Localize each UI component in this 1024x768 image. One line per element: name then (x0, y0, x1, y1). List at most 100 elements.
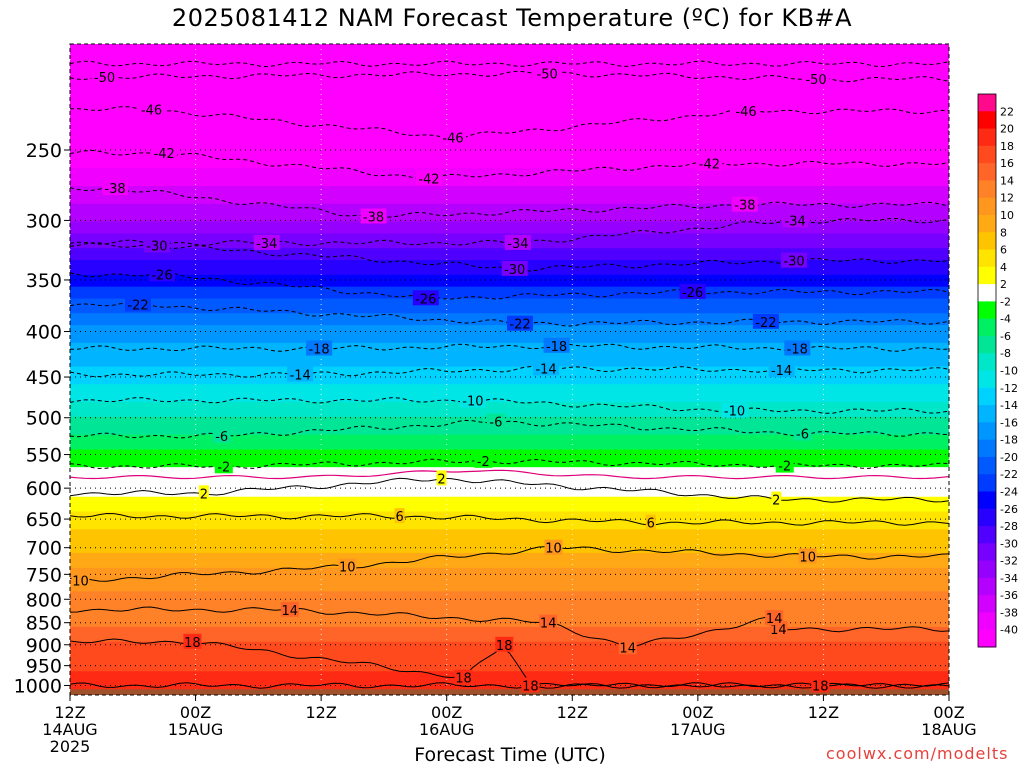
contour-label: 18 (522, 680, 539, 695)
temperature-band (70, 177, 949, 181)
contour-label: 10 (72, 575, 89, 590)
colorbar-swatch (978, 111, 996, 130)
temperature-band (70, 129, 949, 134)
contour-label: -22 (127, 299, 148, 314)
temperature-band (70, 280, 949, 285)
temperature-band (70, 502, 949, 507)
temperature-band (70, 629, 949, 634)
colorbar-label: -18 (1000, 434, 1018, 447)
colorbar-frame (977, 93, 997, 648)
temperature-band (70, 416, 949, 421)
contour-label-bg (645, 514, 656, 530)
contour-label: 18 (496, 639, 513, 654)
contour-label: -46 (442, 131, 463, 146)
colorbar-label: -28 (1000, 520, 1018, 533)
temperature-band (70, 313, 949, 317)
contour-label-bg (803, 71, 830, 86)
isotherm-line (70, 106, 949, 140)
colorbar-label: -26 (1000, 503, 1018, 516)
temperature-band (70, 632, 949, 637)
temperature-band (70, 473, 949, 477)
temperature-band (70, 405, 949, 409)
temperature-band (70, 186, 949, 190)
contour-label: -38 (734, 199, 755, 214)
temperature-band (70, 138, 949, 143)
temperature-band (70, 156, 949, 161)
contour-label-bg (733, 103, 759, 118)
temperature-band (70, 88, 949, 92)
temperature-band (70, 449, 949, 453)
time-tick-label: 18AUG (921, 720, 976, 739)
temperature-band (70, 600, 949, 604)
ground-strip (70, 689, 949, 695)
contour-label-bg (618, 639, 637, 655)
contour-label: -50 (94, 71, 115, 86)
temperature-band (70, 659, 949, 664)
colorbar-label: -14 (1000, 399, 1018, 412)
colorbar-label: 6 (1000, 244, 1007, 257)
time-tick-label: 17AUG (670, 720, 725, 739)
time-tick-label: 2025 (50, 737, 91, 756)
colorbar-label: -8 (1000, 347, 1011, 360)
temperature-band (70, 402, 949, 406)
temperature-band (70, 150, 949, 155)
temperature-band (70, 517, 949, 522)
contour-label-bg (198, 485, 209, 501)
temperature-band (70, 351, 949, 356)
contour-label: 2 (772, 494, 780, 509)
colorbar-swatch (978, 214, 996, 233)
contour-label: -50 (537, 67, 558, 82)
contour-label-bg (149, 266, 176, 282)
temperature-band (70, 218, 949, 223)
colorbar-label: 10 (1000, 209, 1014, 222)
credit-link[interactable]: coolwx.com/modelts (826, 744, 1009, 763)
contour-label-bg (798, 548, 817, 564)
temperature-band (70, 277, 949, 282)
temperature-band (70, 165, 949, 169)
temperature-band (70, 100, 949, 104)
temperature-band (70, 588, 949, 593)
temperature-band (70, 526, 949, 530)
contour-label-bg (183, 633, 202, 649)
time-tick-label: 12Z (54, 703, 85, 722)
contour-label: 10 (799, 550, 816, 565)
contour-label: -18 (546, 340, 567, 355)
temperature-band (70, 191, 949, 196)
temperature-band (70, 283, 949, 288)
colorbar-label: -2 (1000, 295, 1011, 308)
temperature-band (70, 348, 949, 353)
colorbar-swatch (978, 491, 996, 510)
temperature-band (70, 97, 949, 101)
contour-label-bg (507, 315, 533, 331)
temperature-band (70, 76, 949, 81)
pressure-tick-label: 500 (26, 408, 62, 430)
temperature-band (70, 458, 949, 462)
temperature-band (70, 289, 949, 294)
contour-label-bg (394, 508, 405, 524)
temperature-band (70, 224, 949, 229)
temperature-band (70, 446, 949, 450)
contour-label-bg (696, 155, 723, 171)
contour-label-bg (287, 366, 314, 382)
colorbar-swatch (978, 508, 996, 527)
temperature-band (70, 120, 949, 125)
colorbar-label: -40 (1000, 624, 1018, 637)
temperature-band (70, 493, 949, 498)
temperature-band (70, 671, 949, 675)
contour-label: 18 (184, 636, 201, 651)
temperature-band (70, 174, 949, 178)
isotherm-line (70, 271, 949, 300)
temperature-band (70, 680, 949, 684)
temperature-fill (70, 44, 949, 695)
colorbar-label: 14 (1000, 174, 1014, 187)
temperature-band (70, 248, 949, 252)
temperature-band (70, 544, 949, 548)
temperature-band (70, 115, 949, 119)
pressure-tick-label: 1000 (14, 675, 62, 697)
temperature-band (70, 422, 949, 427)
pressure-tick-label: 550 (26, 445, 62, 467)
pressure-tick-label: 600 (26, 478, 62, 500)
temperature-band (70, 467, 949, 471)
temperature-band (70, 532, 949, 536)
colorbar-swatch (978, 249, 996, 268)
